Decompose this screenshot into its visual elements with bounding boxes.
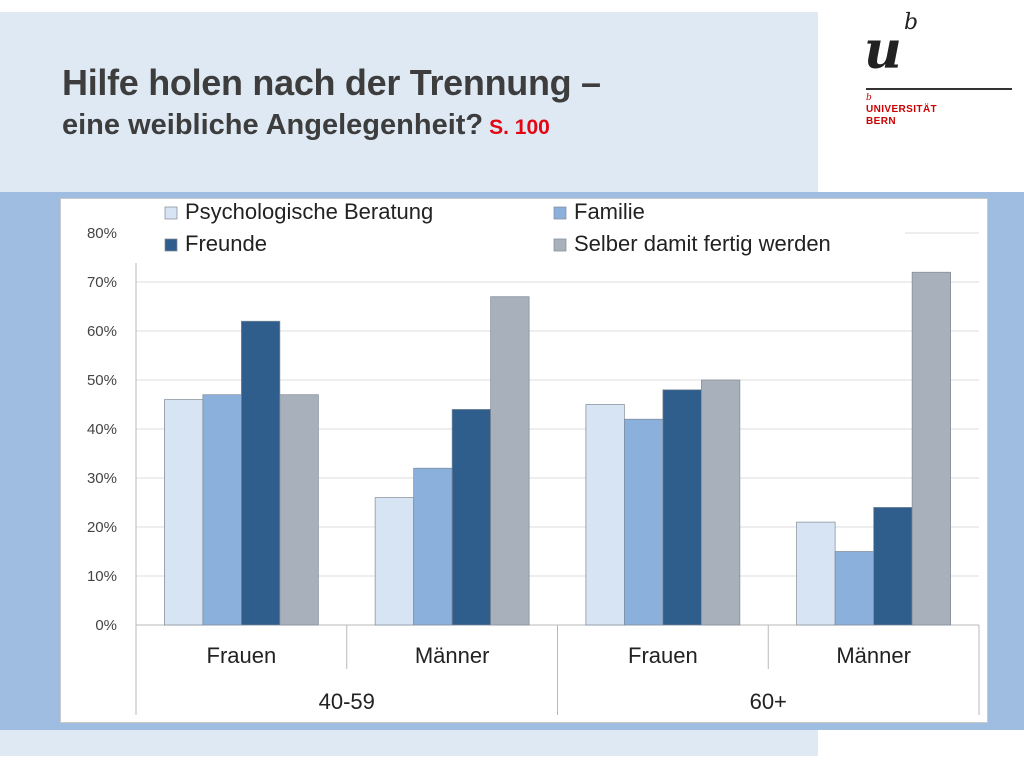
bar-freunde-3 [873, 507, 913, 626]
bar-psych-3 [796, 521, 836, 626]
bar-freunde-2 [662, 389, 702, 626]
chart-frame: 0% 10% 20% 30% 40% 50% 60% 70% 80% Frauen Männer Fr… [60, 198, 988, 723]
page-reference: S. 100 [489, 116, 550, 139]
bar-selber-2 [701, 379, 741, 626]
legend-label-psych: Psychologische Beratung [185, 199, 433, 224]
logo-divider [866, 88, 1012, 90]
legend-label-selber: Selber damit fertig werden [574, 231, 831, 256]
x-category-label: Frauen [628, 643, 698, 668]
bar-familie-3 [834, 551, 874, 626]
bar-psych-0 [164, 399, 204, 626]
logo-u-mark: u [864, 20, 902, 81]
bar-psych-1 [374, 497, 414, 626]
legend-swatch-selber [553, 238, 567, 252]
footer-background [0, 730, 818, 756]
y-tick-label: 80% [87, 225, 117, 242]
x-category-label: Männer [836, 643, 911, 668]
bar-familie-1 [413, 467, 453, 626]
slide-title: Hilfe holen nach der Trennung – [62, 62, 601, 103]
y-tick-label: 30% [87, 470, 117, 487]
bar-psych-2 [585, 404, 625, 626]
x-category-label: Frauen [207, 643, 277, 668]
legend-swatch-freunde [164, 238, 178, 252]
bar-chart: 0% 10% 20% 30% 40% 50% 60% 70% 80% Frauen Männer Fr… [87, 199, 980, 715]
y-tick-label: 20% [87, 519, 117, 536]
bar-familie-0 [202, 394, 242, 626]
y-tick-label: 10% [87, 568, 117, 585]
logo-wordmark: UNIVERSITÄT BERN [866, 104, 937, 128]
y-tick-label: 0% [95, 617, 117, 634]
x-group-label: 60+ [750, 689, 787, 714]
university-logo: u b b UNIVERSITÄT BERN [862, 8, 1022, 128]
y-tick-label: 70% [87, 274, 117, 291]
subtitle-text: eine weibliche Angelegenheit? [62, 109, 484, 141]
logo-line-bern: BERN [866, 116, 896, 127]
y-tick-label: 60% [87, 323, 117, 340]
legend-label-freunde: Freunde [185, 231, 267, 256]
bar-freunde-0 [241, 320, 281, 626]
bar-freunde-1 [451, 409, 491, 626]
logo-small-b: b [866, 93, 872, 103]
legend-label-familie: Familie [574, 199, 645, 224]
x-group-label: 40-59 [319, 689, 375, 714]
logo-line-universitaet: UNIVERSITÄT [866, 104, 938, 115]
header-background [0, 12, 818, 192]
legend-swatch-familie [553, 206, 567, 220]
legend-swatch-psych [164, 206, 178, 220]
bar-selber-0 [279, 394, 319, 626]
logo-b-mark: b [904, 10, 919, 35]
slide-subtitle: eine weibliche Angelegenheit? S. 100 [62, 109, 550, 142]
x-category-label: Männer [415, 643, 490, 668]
bar-selber-3 [911, 271, 951, 626]
bar-familie-2 [624, 418, 664, 626]
y-tick-label: 50% [87, 372, 117, 389]
y-tick-label: 40% [87, 421, 117, 438]
bar-selber-1 [490, 296, 530, 626]
legend-box [135, 199, 905, 263]
